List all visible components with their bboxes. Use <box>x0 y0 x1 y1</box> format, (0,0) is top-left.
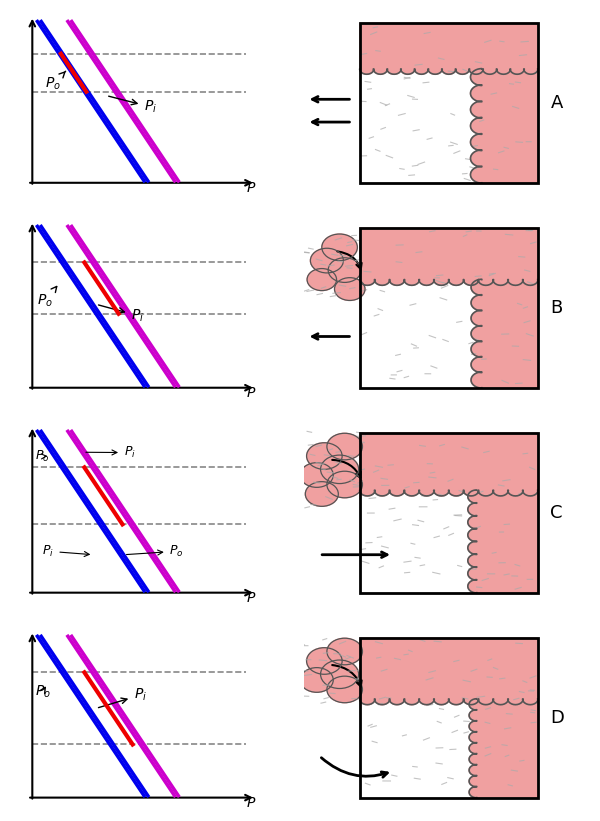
Text: $P_o$: $P_o$ <box>45 71 65 92</box>
Circle shape <box>327 638 362 665</box>
Text: B: B <box>550 299 563 317</box>
Circle shape <box>335 277 365 300</box>
Circle shape <box>307 268 337 291</box>
Text: $P_i$: $P_i$ <box>43 544 89 559</box>
Circle shape <box>327 471 362 498</box>
Polygon shape <box>359 433 538 496</box>
Circle shape <box>300 463 333 488</box>
Circle shape <box>322 234 358 260</box>
Circle shape <box>327 433 362 460</box>
Text: $P_i$: $P_i$ <box>98 687 147 708</box>
Circle shape <box>328 258 361 282</box>
Bar <box>360 228 538 388</box>
Polygon shape <box>359 228 538 286</box>
Bar <box>360 638 538 798</box>
Polygon shape <box>359 23 538 74</box>
Circle shape <box>320 660 359 689</box>
Text: $P_i$: $P_i$ <box>86 445 136 460</box>
Text: P: P <box>247 181 255 195</box>
Polygon shape <box>471 279 538 388</box>
Circle shape <box>300 667 333 692</box>
Circle shape <box>320 455 359 484</box>
Text: P: P <box>247 591 255 605</box>
Text: C: C <box>550 504 563 522</box>
Text: D: D <box>550 709 564 727</box>
Text: $P_o$: $P_o$ <box>37 287 57 309</box>
Text: $P_o$: $P_o$ <box>35 683 51 699</box>
Polygon shape <box>469 699 538 798</box>
Bar <box>360 433 538 593</box>
Text: $P_i$: $P_i$ <box>98 305 145 323</box>
Circle shape <box>307 443 342 470</box>
Text: P: P <box>247 796 255 810</box>
Circle shape <box>327 677 362 703</box>
Text: P: P <box>247 386 255 400</box>
Text: $P_o$: $P_o$ <box>35 449 49 464</box>
Bar <box>360 23 538 183</box>
Polygon shape <box>359 638 538 704</box>
Polygon shape <box>468 490 538 593</box>
Text: $P_i$: $P_i$ <box>109 96 157 115</box>
Text: A: A <box>550 94 563 112</box>
Text: $P_o$: $P_o$ <box>127 544 184 559</box>
Circle shape <box>305 482 338 507</box>
Polygon shape <box>470 69 538 183</box>
Circle shape <box>307 648 342 674</box>
Circle shape <box>310 248 343 273</box>
